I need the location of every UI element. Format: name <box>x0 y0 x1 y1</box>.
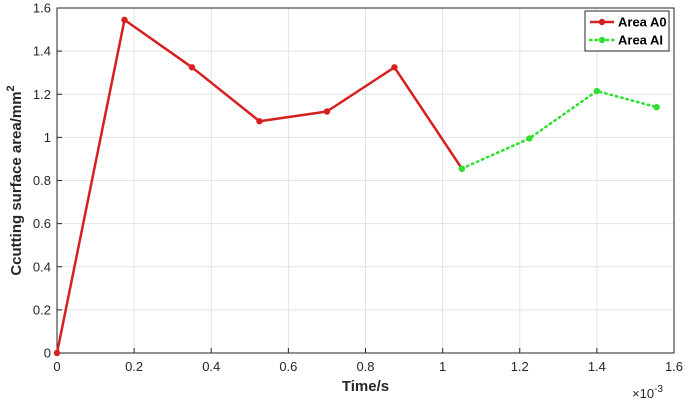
y-axis-label-text: Ccutting surface area/mm <box>8 91 25 275</box>
data-point-area-ai <box>653 103 660 111</box>
x-axis-exponent-power: -3 <box>654 384 663 395</box>
data-point-area-a0 <box>53 349 61 357</box>
x-tick-label: 0.2 <box>125 359 143 374</box>
x-axis-label: Time/s <box>342 378 389 395</box>
x-tick-label: 0.6 <box>279 359 297 374</box>
y-tick-label: 1.6 <box>33 1 51 16</box>
data-point-area-a0 <box>188 64 196 71</box>
data-point-area-a0 <box>323 108 331 115</box>
y-tick-label: 0.8 <box>33 173 51 188</box>
x-tick-label: 1.6 <box>665 359 683 374</box>
x-tick-label: 0.4 <box>202 359 220 374</box>
y-axis-label: Ccutting surface area/mm2 <box>5 85 25 275</box>
legend-marker <box>598 18 606 26</box>
y-tick-label: 0.4 <box>33 259 51 274</box>
y-tick-label: 1.4 <box>33 44 51 59</box>
x-axis-exponent-base: ×10 <box>632 386 654 401</box>
y-tick-label: 0.6 <box>33 216 51 231</box>
x-tick-label: 1 <box>439 359 446 374</box>
y-axis-label-superscript: 2 <box>5 85 17 91</box>
x-tick-label: 1.2 <box>511 359 529 374</box>
series-line-area-a0 <box>55 18 463 354</box>
x-axis-exponent: ×10-3 <box>632 384 663 401</box>
x-tick-label: 1.4 <box>588 359 606 374</box>
legend: Area A0 Area AI <box>584 10 670 52</box>
data-point-area-ai <box>458 165 466 172</box>
x-axis-ticks: 0 0.2 0.4 0.6 0.8 1 1.2 1.4 1.6 <box>53 348 683 374</box>
data-point-area-a0 <box>121 16 128 24</box>
grid <box>57 8 674 353</box>
legend-box <box>584 10 670 52</box>
legend-entries: Area A0 Area AI <box>588 15 667 48</box>
y-axis-ticks: 0 0.2 0.4 0.6 0.8 1 1.2 1.4 1.6 <box>33 1 62 361</box>
y-tick-label: 1.2 <box>33 87 51 102</box>
legend-label: Area A0 <box>618 15 667 30</box>
data-point-area-ai <box>526 135 533 142</box>
y-tick-label: 0 <box>44 346 51 361</box>
series-layer <box>53 16 660 357</box>
x-tick-label: 0.8 <box>356 359 374 374</box>
data-point-area-a0 <box>256 118 263 125</box>
series-line-area-ai <box>460 89 658 170</box>
data-point-area-a0 <box>391 64 398 71</box>
y-tick-label: 0.2 <box>33 302 51 317</box>
legend-marker <box>598 36 606 44</box>
legend-label: Area AI <box>618 33 663 48</box>
data-point-area-ai <box>593 87 601 95</box>
x-tick-label: 0 <box>53 359 60 374</box>
y-tick-label: 1 <box>44 130 51 145</box>
